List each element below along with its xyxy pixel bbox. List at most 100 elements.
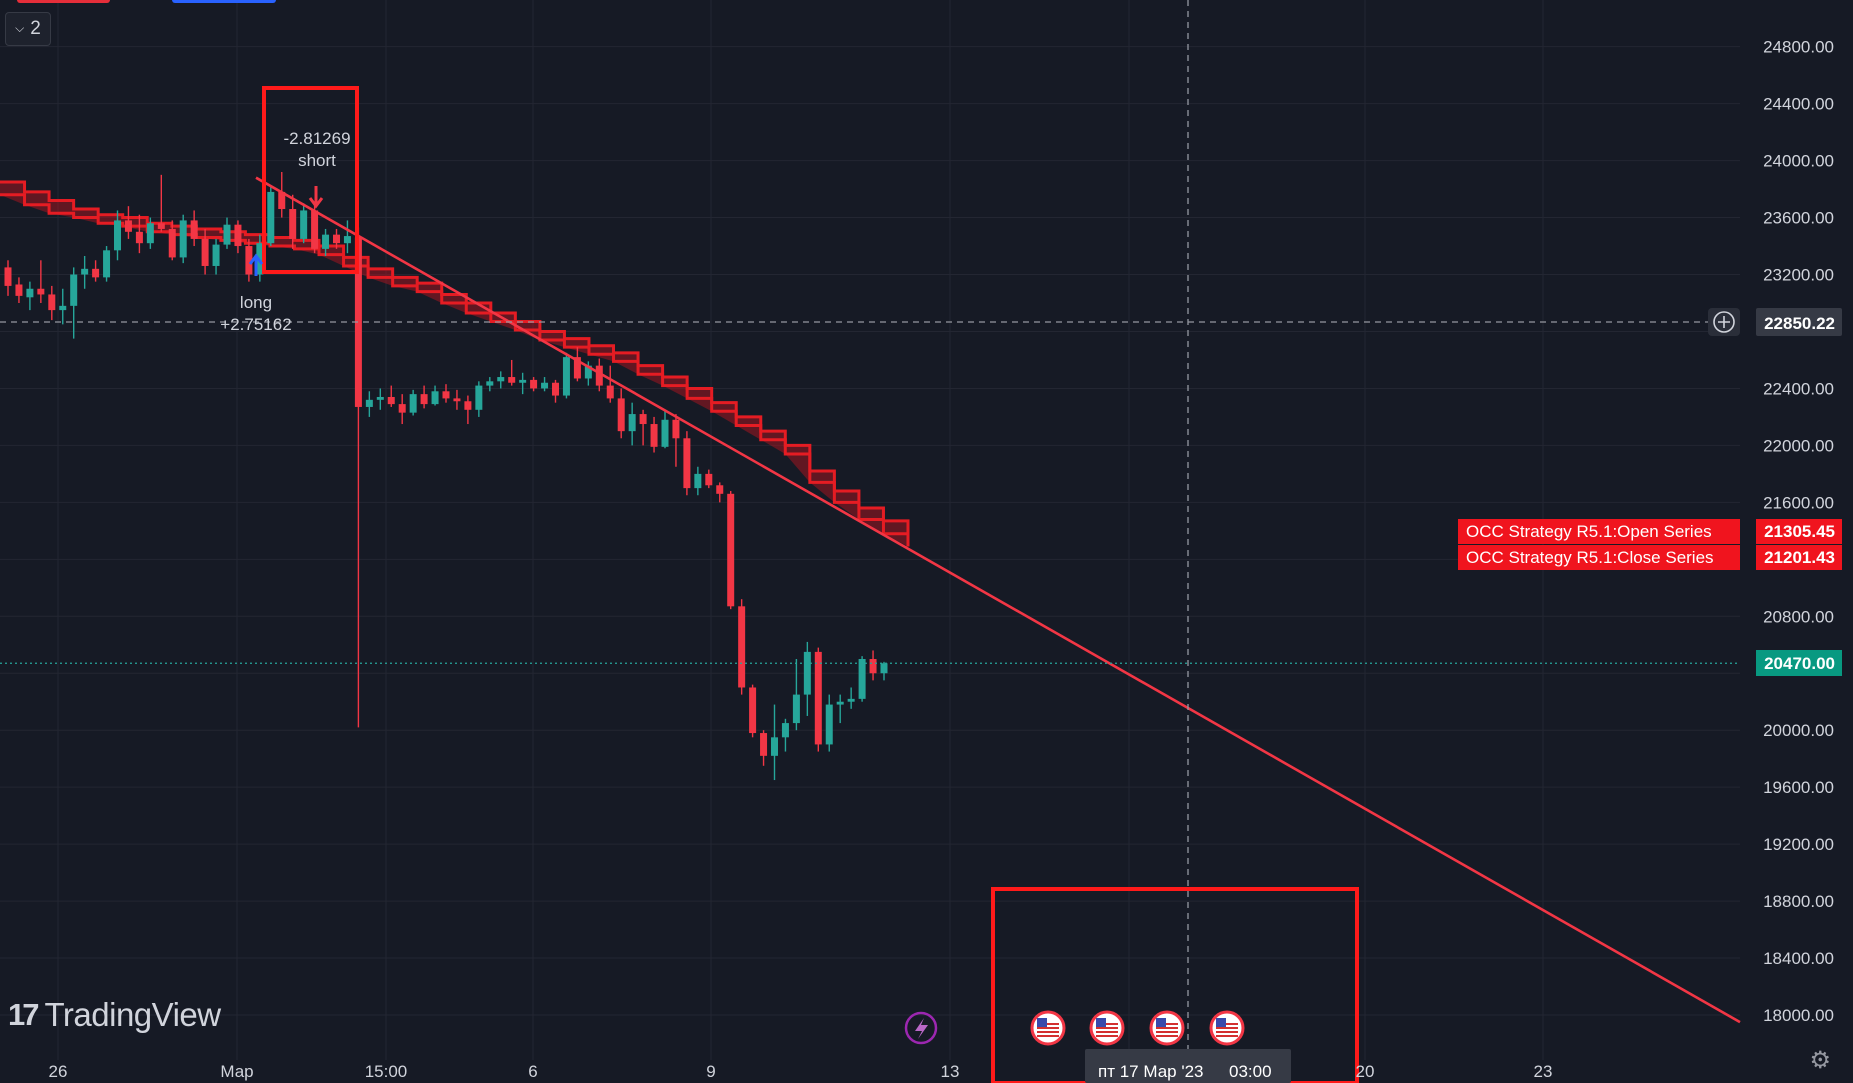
flag-stripe xyxy=(1216,1027,1238,1029)
candle xyxy=(825,704,833,745)
candle xyxy=(70,274,78,306)
top-indicator-red[interactable] xyxy=(17,0,110,3)
flag-stripe xyxy=(1037,1035,1059,1037)
gear-icon[interactable]: ⚙ xyxy=(1809,1047,1831,1074)
candle xyxy=(135,231,143,244)
crosshair-time-label: 03:00 xyxy=(1229,1062,1272,1081)
candle xyxy=(519,379,527,383)
candle xyxy=(212,244,220,266)
candle xyxy=(606,385,614,399)
price-tick-label: 24000.00 xyxy=(1763,152,1834,171)
candle xyxy=(322,234,330,249)
flag-stripe xyxy=(1096,1023,1118,1025)
series-value-badge xyxy=(1756,519,1842,544)
flag-stripe xyxy=(1037,1023,1059,1025)
candle xyxy=(475,385,483,410)
price-tick-label: 22000.00 xyxy=(1763,436,1834,455)
close-series-line xyxy=(0,193,910,547)
lightning-icon xyxy=(904,1011,938,1045)
candle xyxy=(387,396,395,405)
flag-canton xyxy=(1037,1018,1047,1027)
candle xyxy=(683,438,691,489)
crosshair-price-label: 22850.22 xyxy=(1764,314,1835,333)
candle xyxy=(771,737,778,756)
highlight-box-events xyxy=(991,887,1359,1083)
candle xyxy=(278,191,286,210)
price-tick-label: 18000.00 xyxy=(1763,1006,1834,1025)
time-tick-label: Мар xyxy=(220,1062,253,1081)
last-price-label: 20470.00 xyxy=(1764,654,1835,673)
flag-stripe xyxy=(1037,1031,1059,1033)
candle xyxy=(694,473,702,489)
series-value-label: 21201.43 xyxy=(1764,548,1835,567)
candle xyxy=(727,493,735,607)
series-name-badge xyxy=(1458,545,1740,570)
candle xyxy=(398,404,406,413)
legend-count: 2 xyxy=(30,18,41,39)
time-tick-label: 20 xyxy=(1356,1062,1375,1081)
candle xyxy=(146,223,154,244)
long-trade-label: long xyxy=(240,293,272,312)
price-tick-label: 18800.00 xyxy=(1763,892,1834,911)
price-tick-label: 21600.00 xyxy=(1763,493,1834,512)
candle xyxy=(26,288,34,298)
flag-canton xyxy=(1096,1018,1106,1027)
candle xyxy=(650,424,658,447)
candle xyxy=(343,236,351,244)
candle xyxy=(15,284,23,296)
highlight-box-trade xyxy=(262,86,359,274)
candle xyxy=(81,268,89,275)
candle xyxy=(595,365,603,386)
top-indicator-blue[interactable] xyxy=(172,0,276,3)
time-tick-label: 6 xyxy=(528,1062,537,1081)
lightning-bolt-icon xyxy=(915,1018,928,1039)
candle xyxy=(672,419,680,439)
candle xyxy=(37,288,45,295)
price-tick-label: 18400.00 xyxy=(1763,949,1834,968)
candle xyxy=(869,659,877,674)
candle xyxy=(880,663,888,674)
crosshair-price-badge xyxy=(1756,308,1842,336)
candle xyxy=(431,391,439,405)
candle xyxy=(114,220,121,251)
candle xyxy=(814,651,822,745)
price-tick-label: 23200.00 xyxy=(1763,266,1834,285)
candle xyxy=(376,396,384,400)
flag-stripe xyxy=(1096,1035,1118,1037)
crosshair-date-label: пт 17 Мар '23 xyxy=(1098,1062,1204,1081)
candle xyxy=(858,659,866,699)
candle xyxy=(464,401,472,410)
candle xyxy=(267,191,275,244)
trendline xyxy=(255,176,1741,1024)
flag-stripe xyxy=(1037,1027,1059,1029)
candle xyxy=(584,365,592,379)
flag-stripe xyxy=(1216,1031,1238,1033)
time-tick-label: 26 xyxy=(49,1062,68,1081)
candle xyxy=(333,234,340,244)
candle xyxy=(639,414,647,425)
flag-canton xyxy=(1156,1018,1166,1027)
candle xyxy=(179,220,187,258)
tradingview-logo[interactable]: 17 TradingView xyxy=(8,996,221,1034)
candle xyxy=(409,394,417,413)
candle xyxy=(760,733,768,756)
series-value-badge xyxy=(1756,545,1842,570)
candle xyxy=(781,723,789,738)
plus-icon xyxy=(1718,316,1730,328)
candle xyxy=(705,473,713,486)
flag-stripe xyxy=(1216,1035,1238,1037)
candle xyxy=(530,379,538,389)
candle xyxy=(442,391,450,399)
candle xyxy=(792,694,800,724)
legend-collapse-button[interactable]: ⌵ 2 xyxy=(5,12,51,46)
price-tick-label: 24800.00 xyxy=(1763,38,1834,57)
price-tick-label: 19600.00 xyxy=(1763,778,1834,797)
candle xyxy=(803,651,811,695)
time-tick-label: 13 xyxy=(941,1062,960,1081)
candle xyxy=(508,377,516,383)
candle xyxy=(48,294,56,311)
flag-stripe xyxy=(1156,1035,1178,1037)
candle xyxy=(157,223,165,229)
